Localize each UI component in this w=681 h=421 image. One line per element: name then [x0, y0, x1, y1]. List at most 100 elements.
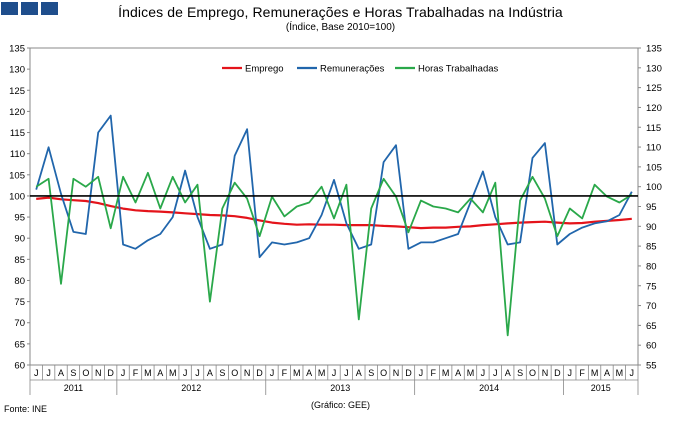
legend-label: Horas Trabalhadas	[418, 64, 499, 75]
month-label: M	[442, 368, 450, 378]
year-label: 2015	[591, 383, 611, 393]
y-left-tick-label: 120	[9, 107, 25, 118]
month-label: F	[431, 368, 437, 378]
month-label: J	[46, 368, 51, 378]
y-left-tick-label: 90	[14, 234, 25, 245]
month-label: D	[405, 368, 412, 378]
y-left-tick-label: 110	[10, 149, 25, 160]
month-label: J	[568, 368, 573, 378]
year-label: 2013	[330, 383, 350, 393]
y-left-tick-label: 95	[14, 213, 25, 224]
month-label: A	[306, 368, 312, 378]
month-label: J	[630, 368, 635, 378]
month-label: J	[34, 368, 39, 378]
y-right-tick-label: 120	[646, 103, 662, 114]
month-label: J	[270, 368, 275, 378]
month-label: A	[207, 368, 213, 378]
month-label: O	[380, 368, 387, 378]
chart-title: Índices de Emprego, Remunerações e Horas…	[118, 4, 563, 20]
y-right-tick-label: 70	[646, 301, 657, 312]
brand-square	[1, 2, 18, 15]
month-label: A	[356, 368, 362, 378]
y-right-tick-label: 65	[646, 321, 657, 332]
month-label: S	[70, 368, 76, 378]
y-right-tick-label: 135	[646, 44, 662, 55]
month-label: J	[481, 368, 486, 378]
month-label: J	[493, 368, 498, 378]
month-label: J	[195, 368, 200, 378]
month-label: M	[293, 368, 301, 378]
chart-subtitle: (Índice, Base 2010=100)	[285, 22, 396, 33]
month-label: N	[542, 368, 549, 378]
month-label: J	[332, 368, 337, 378]
y-right-tick-label: 105	[646, 162, 662, 173]
y-right-tick-label: 85	[646, 242, 657, 253]
month-label: A	[58, 368, 64, 378]
y-left-tick-label: 135	[9, 44, 25, 55]
month-label: A	[505, 368, 511, 378]
month-label: J	[344, 368, 349, 378]
y-right-tick-label: 55	[646, 361, 657, 372]
month-label: M	[144, 368, 152, 378]
month-label: J	[121, 368, 126, 378]
y-right-tick-label: 60	[646, 341, 657, 352]
y-left-tick-label: 65	[14, 339, 25, 350]
month-label: A	[455, 368, 461, 378]
month-label: J	[419, 368, 424, 378]
month-label: F	[579, 368, 585, 378]
year-label: 2014	[479, 383, 499, 393]
series-line-horas-trabalhadas	[35, 171, 633, 337]
y-right-tick-label: 75	[646, 281, 657, 292]
y-right-tick-label: 115	[646, 123, 661, 134]
y-right-tick-label: 130	[646, 63, 662, 74]
y-right-tick-label: 100	[646, 182, 662, 193]
y-right-tick-label: 80	[646, 261, 657, 272]
chart-credit: (Gráfico: GEE)	[310, 400, 370, 410]
brand-squares	[1, 2, 58, 15]
month-label: M	[591, 368, 599, 378]
series-line-remuneracoes	[35, 114, 633, 259]
month-label: S	[219, 368, 225, 378]
month-label: O	[231, 368, 238, 378]
y-left-tick-label: 100	[9, 191, 25, 202]
y-right-tick-label: 90	[646, 222, 657, 233]
y-left-tick-label: 80	[14, 276, 25, 287]
month-label: J	[183, 368, 188, 378]
y-right-tick-label: 110	[646, 143, 661, 154]
legend-label: Emprego	[245, 64, 284, 75]
legend-label: Remunerações	[320, 64, 385, 75]
y-left-tick-label: 130	[9, 65, 25, 76]
month-label: N	[95, 368, 102, 378]
month-label: O	[529, 368, 536, 378]
month-label: M	[169, 368, 177, 378]
month-label: M	[318, 368, 326, 378]
series-line-emprego	[36, 196, 632, 230]
month-label: N	[244, 368, 251, 378]
year-label: 2011	[64, 383, 83, 393]
y-left-tick-label: 75	[14, 297, 25, 308]
month-label: D	[256, 368, 263, 378]
y-left-tick-label: 60	[14, 361, 25, 372]
y-left-tick-label: 105	[9, 170, 25, 181]
brand-square	[41, 2, 58, 15]
year-label: 2012	[181, 383, 201, 393]
month-label: D	[554, 368, 561, 378]
month-label: A	[157, 368, 163, 378]
month-label: M	[467, 368, 475, 378]
month-label: D	[107, 368, 114, 378]
y-left-tick-label: 115	[10, 128, 25, 139]
month-label: A	[604, 368, 610, 378]
month-label: N	[393, 368, 400, 378]
y-right-tick-label: 125	[646, 83, 662, 94]
source-note: Fonte: INE	[4, 404, 48, 414]
y-left-tick-label: 125	[9, 86, 25, 97]
month-label: O	[82, 368, 89, 378]
y-left-tick-label: 85	[14, 255, 25, 266]
y-left-tick-label: 70	[14, 318, 25, 329]
month-label: S	[517, 368, 523, 378]
month-label: F	[282, 368, 288, 378]
month-label: M	[616, 368, 624, 378]
month-label: F	[133, 368, 139, 378]
brand-square	[21, 2, 38, 15]
